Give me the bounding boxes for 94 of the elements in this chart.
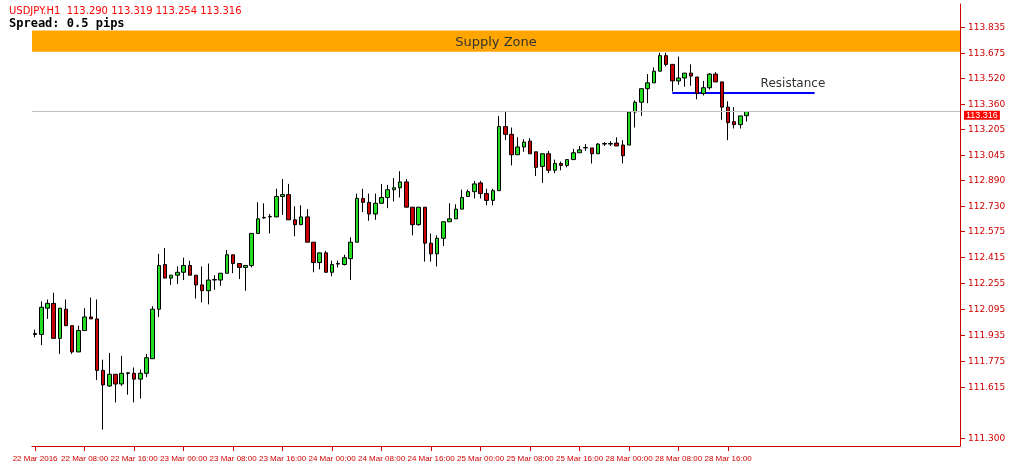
x-tick-label: 24 Mar 08:00 bbox=[357, 453, 406, 463]
y-tick-label: 111.615 bbox=[968, 381, 1006, 392]
candlestick bbox=[583, 143, 588, 152]
candlestick bbox=[64, 298, 68, 327]
candlestick bbox=[454, 203, 458, 220]
candlestick bbox=[163, 247, 167, 279]
text: Spread: 0.5 pips bbox=[9, 16, 125, 30]
candlestick bbox=[336, 260, 340, 268]
band-label: Supply Zone bbox=[455, 33, 537, 49]
x-tick-label: 28 Mar 16:00 bbox=[704, 453, 753, 463]
candlestick bbox=[491, 188, 495, 206]
y-tick-label: 112.575 bbox=[968, 226, 1006, 237]
candlestick bbox=[633, 99, 637, 129]
candlestick bbox=[596, 142, 600, 155]
candlestick bbox=[627, 111, 631, 146]
y-tick-label: 111.300 bbox=[968, 432, 1006, 443]
x-tick-label: 24 Mar 00:00 bbox=[308, 453, 357, 463]
candlestick bbox=[590, 147, 594, 164]
candlestick bbox=[429, 232, 433, 263]
candlestick bbox=[58, 307, 62, 355]
x-tick-label: 28 Mar 08:00 bbox=[654, 453, 703, 463]
candlestick bbox=[169, 274, 173, 286]
candlestick bbox=[435, 234, 439, 267]
candlestick bbox=[256, 201, 260, 234]
candlestick bbox=[522, 138, 526, 153]
y-tick-label: 112.890 bbox=[968, 175, 1006, 186]
candlestick bbox=[89, 297, 93, 320]
candlestick bbox=[726, 100, 730, 141]
x-tick-label: 25 Mar 08:00 bbox=[506, 453, 555, 463]
candlestick bbox=[559, 161, 563, 171]
y-tick-label: 113.205 bbox=[968, 124, 1006, 135]
x-tick-label: 22 Mar 2016 bbox=[12, 453, 59, 463]
x-tick-label: 23 Mar 16:00 bbox=[258, 453, 307, 463]
y-tick-label: 112.095 bbox=[968, 304, 1006, 315]
candlestick bbox=[268, 213, 272, 234]
candlestick bbox=[392, 177, 396, 202]
y-tick-label: 113.360 bbox=[968, 99, 1006, 110]
candlestick bbox=[367, 193, 371, 222]
candlestick bbox=[695, 76, 699, 100]
x-tick-label: 25 Mar 16:00 bbox=[555, 453, 604, 463]
x-tick-label: 23 Mar 00:00 bbox=[160, 453, 208, 463]
candlestick bbox=[157, 253, 161, 318]
candlestick bbox=[200, 265, 204, 303]
candlestick bbox=[689, 63, 693, 87]
y-tick-label: 112.415 bbox=[968, 252, 1006, 263]
candlestick bbox=[231, 254, 235, 274]
chart-title: USDJPY.H1 113.290 113.319 113.254 113.316 bbox=[9, 4, 242, 16]
candlestick bbox=[33, 329, 37, 338]
x-tick-label: 22 Mar 16:00 bbox=[110, 453, 159, 463]
candlestick bbox=[361, 188, 365, 213]
x-tick-label: 24 Mar 16:00 bbox=[407, 453, 456, 463]
candlestick bbox=[423, 206, 427, 263]
candlestick bbox=[330, 260, 334, 277]
candlestick bbox=[621, 139, 625, 164]
ref-line-label: 113.316 bbox=[966, 110, 998, 121]
candlestick bbox=[466, 189, 470, 197]
candlestick bbox=[658, 52, 662, 72]
x-tick-label: 28 Mar 00:00 bbox=[605, 453, 654, 463]
candlestick bbox=[652, 66, 656, 84]
y-tick-label: 112.730 bbox=[968, 201, 1006, 212]
candlestick bbox=[299, 204, 303, 226]
series-label: Resistance bbox=[760, 76, 826, 91]
candlestick bbox=[225, 249, 229, 274]
candlestick bbox=[732, 106, 736, 129]
x-tick-label: 22 Mar 08:00 bbox=[61, 453, 109, 463]
candlestick bbox=[194, 274, 198, 299]
candlestick bbox=[460, 189, 464, 210]
candlestick bbox=[101, 359, 105, 431]
candlestick bbox=[262, 202, 266, 220]
candlestick bbox=[324, 250, 328, 273]
candlestick bbox=[534, 151, 538, 177]
candlestick bbox=[126, 371, 130, 396]
candlestick bbox=[720, 81, 724, 121]
candlestick bbox=[293, 205, 297, 237]
candlestick bbox=[132, 366, 136, 403]
candlestick bbox=[188, 260, 192, 276]
candlestick bbox=[664, 52, 668, 67]
y-tick-label: 111.935 bbox=[968, 330, 1006, 341]
x-tick-label: 23 Mar 08:00 bbox=[209, 453, 258, 463]
candlestick bbox=[497, 115, 501, 192]
y-tick-label: 113.045 bbox=[968, 150, 1006, 161]
x-tick-label: 25 Mar 00:00 bbox=[456, 453, 505, 463]
candlestick bbox=[528, 137, 532, 155]
candlestick bbox=[565, 159, 569, 168]
y-tick-label: 111.775 bbox=[968, 356, 1006, 366]
candlestick bbox=[70, 325, 74, 355]
candlestick bbox=[95, 298, 99, 381]
y-tick-label: 113.675 bbox=[968, 48, 1006, 59]
candlestick bbox=[398, 170, 402, 198]
y-tick-label: 113.835 bbox=[968, 22, 1006, 33]
candlestick bbox=[553, 159, 557, 174]
y-tick-label: 112.255 bbox=[968, 278, 1006, 289]
y-tick-label: 113.520 bbox=[968, 73, 1006, 84]
candlestick bbox=[355, 193, 359, 243]
